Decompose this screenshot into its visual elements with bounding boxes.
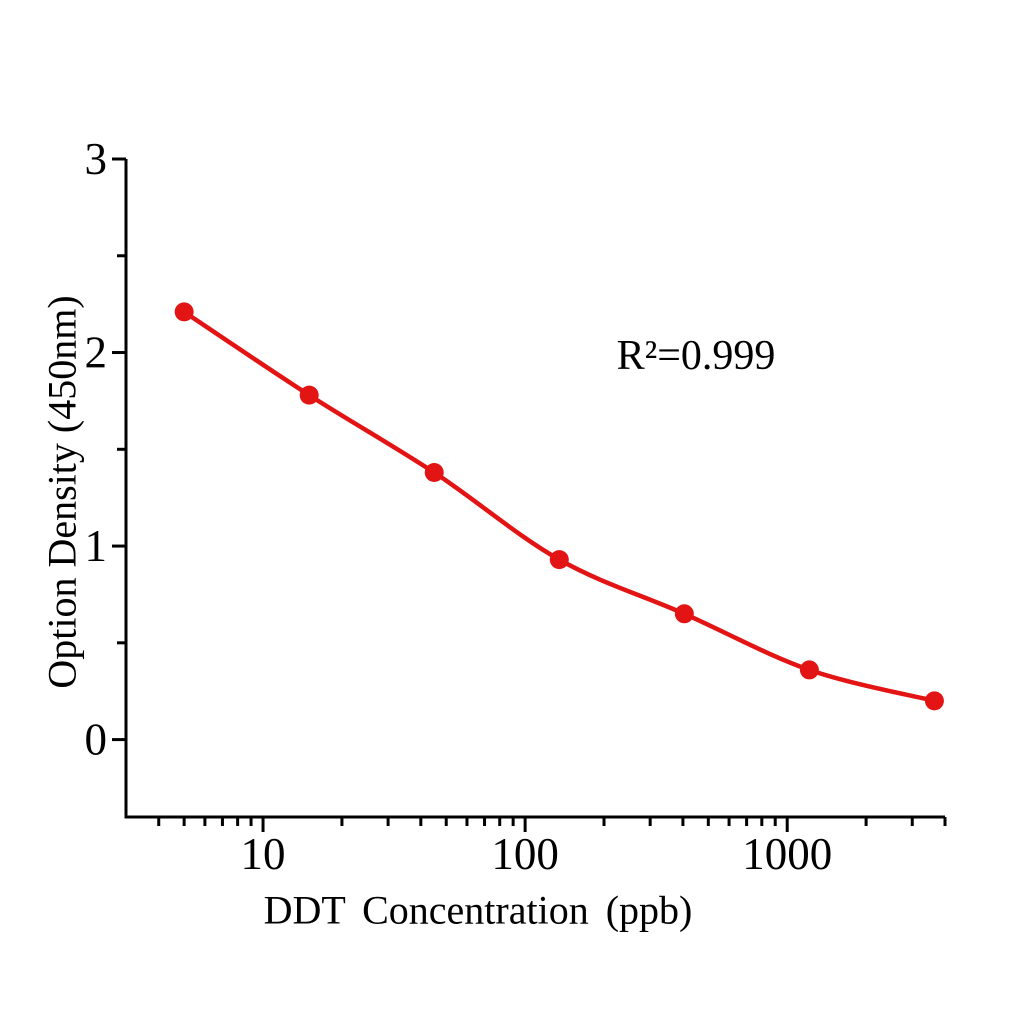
y-axis-title: Option Density (450nm) — [39, 295, 85, 689]
data-point — [924, 691, 944, 711]
y-tick-label: 0 — [85, 715, 108, 765]
plot-frame — [124, 159, 945, 819]
data-point — [424, 463, 444, 483]
x-tick-label: 10 — [241, 829, 286, 879]
x-tick-label: 1000 — [742, 829, 832, 879]
standard-curve-line — [182, 310, 935, 704]
y-tick-label: 1 — [85, 521, 108, 571]
data-point — [674, 604, 694, 624]
y-tick-label: 2 — [85, 328, 108, 378]
y-tick-label: 3 — [85, 134, 108, 184]
data-point — [799, 660, 819, 680]
x-tick-label: 100 — [491, 829, 559, 879]
data-point — [549, 550, 569, 570]
x-axis-title: DDT Concentration (ppb) — [263, 887, 693, 933]
r-squared-annotation: R²=0.999 — [616, 333, 776, 379]
data-point — [174, 302, 194, 322]
data-point — [299, 385, 319, 405]
